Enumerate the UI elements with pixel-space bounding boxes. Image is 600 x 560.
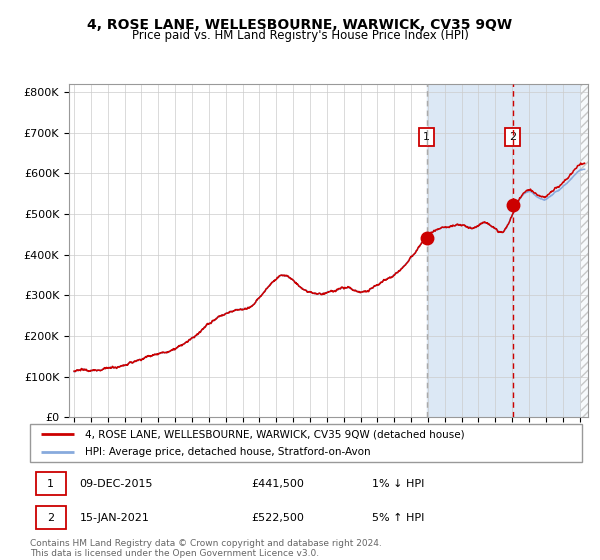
Text: 1: 1 bbox=[47, 479, 54, 488]
Text: Price paid vs. HM Land Registry's House Price Index (HPI): Price paid vs. HM Land Registry's House … bbox=[131, 29, 469, 42]
Text: 09-DEC-2015: 09-DEC-2015 bbox=[80, 479, 153, 488]
Text: 2: 2 bbox=[509, 132, 517, 142]
Text: 1: 1 bbox=[423, 132, 430, 142]
FancyBboxPatch shape bbox=[35, 472, 66, 495]
FancyBboxPatch shape bbox=[30, 424, 582, 462]
Text: 2: 2 bbox=[47, 513, 54, 522]
Text: 1% ↓ HPI: 1% ↓ HPI bbox=[372, 479, 425, 488]
Text: £522,500: £522,500 bbox=[251, 513, 304, 522]
Text: £441,500: £441,500 bbox=[251, 479, 304, 488]
Text: 4, ROSE LANE, WELLESBOURNE, WARWICK, CV35 9QW (detached house): 4, ROSE LANE, WELLESBOURNE, WARWICK, CV3… bbox=[85, 429, 465, 439]
Text: HPI: Average price, detached house, Stratford-on-Avon: HPI: Average price, detached house, Stra… bbox=[85, 447, 371, 457]
FancyBboxPatch shape bbox=[35, 506, 66, 529]
Bar bbox=[427, 84, 588, 417]
Text: 15-JAN-2021: 15-JAN-2021 bbox=[80, 513, 149, 522]
Text: 4, ROSE LANE, WELLESBOURNE, WARWICK, CV35 9QW: 4, ROSE LANE, WELLESBOURNE, WARWICK, CV3… bbox=[88, 18, 512, 32]
Text: Contains HM Land Registry data © Crown copyright and database right 2024.
This d: Contains HM Land Registry data © Crown c… bbox=[30, 539, 382, 558]
Text: 5% ↑ HPI: 5% ↑ HPI bbox=[372, 513, 425, 522]
